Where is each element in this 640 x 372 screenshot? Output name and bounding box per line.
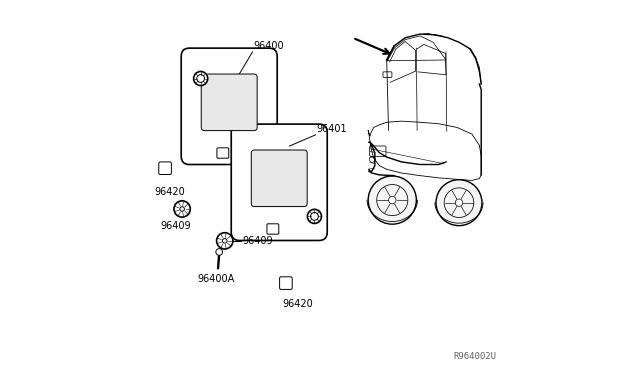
Circle shape xyxy=(436,180,482,226)
Text: 96409: 96409 xyxy=(160,221,191,231)
FancyBboxPatch shape xyxy=(181,48,277,164)
Text: R964002U: R964002U xyxy=(453,352,496,361)
Circle shape xyxy=(307,209,321,224)
Text: 96400: 96400 xyxy=(253,41,284,51)
FancyBboxPatch shape xyxy=(280,277,292,289)
Text: 96420: 96420 xyxy=(282,299,313,309)
Circle shape xyxy=(388,196,396,204)
Circle shape xyxy=(174,201,190,217)
Text: 96409: 96409 xyxy=(242,236,273,246)
Text: 96420: 96420 xyxy=(154,187,185,197)
Circle shape xyxy=(216,233,233,249)
FancyBboxPatch shape xyxy=(383,72,392,77)
Text: 96401: 96401 xyxy=(316,124,347,134)
Text: 96400A: 96400A xyxy=(197,274,234,284)
Circle shape xyxy=(455,199,463,206)
FancyBboxPatch shape xyxy=(267,224,279,234)
Circle shape xyxy=(216,248,223,255)
FancyBboxPatch shape xyxy=(252,150,307,206)
FancyBboxPatch shape xyxy=(370,146,386,156)
FancyBboxPatch shape xyxy=(159,162,172,174)
FancyBboxPatch shape xyxy=(201,74,257,131)
Circle shape xyxy=(368,176,417,224)
Circle shape xyxy=(194,71,208,86)
FancyBboxPatch shape xyxy=(217,148,228,158)
FancyBboxPatch shape xyxy=(231,124,327,240)
